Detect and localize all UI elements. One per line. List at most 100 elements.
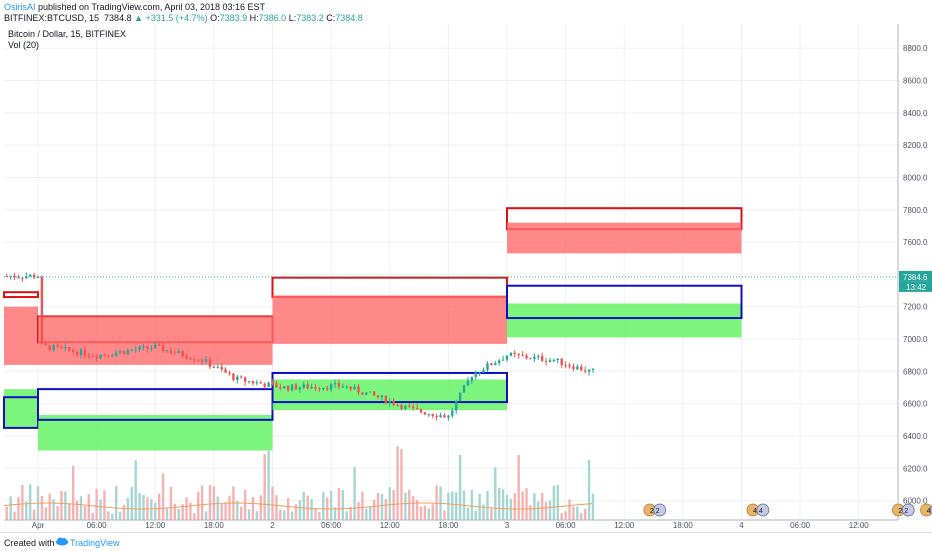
volume-bar <box>204 511 208 520</box>
volume-bar <box>576 506 579 520</box>
candle-body <box>341 386 345 388</box>
volume-bar <box>243 489 247 520</box>
publisher-line: OsirisAI published on TradingView.com, A… <box>4 2 265 12</box>
candle-body <box>427 414 431 416</box>
candle-body <box>243 377 247 382</box>
candle-body <box>576 366 579 370</box>
event-count: 2 2 <box>898 508 908 515</box>
candle-body <box>267 382 270 387</box>
volume-bar <box>572 506 575 520</box>
candle-body <box>560 358 563 365</box>
candle-body <box>474 372 477 377</box>
volume-bar <box>494 467 497 520</box>
created-with-text: Created with <box>4 538 55 548</box>
event-count: 2 2 <box>650 508 660 515</box>
volume-bar <box>337 487 341 520</box>
candle-body <box>251 381 255 384</box>
y-tick-label: 7800.0 <box>903 206 928 215</box>
price-chart[interactable]: 6000.0 6200.0 6400.0 6600.0 6800.0 7000.0 7200… <box>0 24 932 532</box>
x-tick-label: 18:00 <box>673 521 694 530</box>
volume-bar <box>404 492 407 520</box>
candle-body <box>353 386 356 390</box>
x-tick-label: 18:00 <box>204 521 225 530</box>
candle-body <box>322 387 325 390</box>
candle-body <box>25 276 28 279</box>
candle-body <box>259 382 262 384</box>
y-tick-label: 7200.0 <box>903 303 928 312</box>
candle-body <box>87 355 91 357</box>
candle-body <box>361 392 364 395</box>
candle-body <box>486 363 489 371</box>
tradingview-link[interactable]: TradingView <box>70 538 120 548</box>
candle-body <box>290 384 294 391</box>
candle-body <box>181 351 184 357</box>
volume-bar <box>181 504 184 520</box>
volume-bar <box>200 485 204 520</box>
candle-body <box>587 369 591 372</box>
candle-body <box>60 346 63 348</box>
candle-body <box>490 363 493 366</box>
volume-bar <box>28 484 32 520</box>
candle-body <box>435 415 438 418</box>
candle-body <box>95 356 98 359</box>
candle-body <box>423 412 427 415</box>
candle-body <box>525 355 528 359</box>
volume-bar <box>216 496 219 520</box>
candle-body <box>412 406 415 408</box>
candle-body <box>513 352 517 355</box>
volume-bar <box>408 489 411 520</box>
volume-bar <box>380 494 384 520</box>
candle-body <box>146 346 149 349</box>
chart-axes: 6000.0 6200.0 6400.0 6600.0 6800.0 7000.0 7200… <box>4 24 932 530</box>
candle-body <box>200 360 204 362</box>
volume-bar <box>13 511 16 520</box>
high-value: 7386.0 <box>258 13 287 23</box>
volume-bar <box>161 473 165 520</box>
candle-body <box>580 366 583 371</box>
volume-bar <box>400 449 403 520</box>
volume-bar <box>376 492 380 520</box>
author-link[interactable]: OsirisAI <box>4 2 36 12</box>
candle-body <box>556 358 560 361</box>
volume-bar <box>423 505 427 520</box>
volume-bar <box>345 511 348 520</box>
x-tick-label: 18:00 <box>438 521 459 530</box>
demand-outline-zone <box>506 284 743 320</box>
volume-bar <box>435 485 438 520</box>
volume-bar <box>83 506 87 520</box>
symbol-quote-line: BITFINEX:BTCUSD, 15 7384.8 ▲ +331.5 (+4.… <box>4 13 363 23</box>
published-text: published on TradingView.com, April 03, … <box>38 2 265 12</box>
supply-demand-zones <box>3 207 743 451</box>
event-flag-icon <box>901 503 915 517</box>
candle-body <box>497 360 501 364</box>
price-candles <box>5 272 595 421</box>
volume-bar <box>251 496 255 520</box>
candle-body <box>44 343 48 346</box>
volume-bar <box>419 506 423 520</box>
candle-body <box>451 410 454 416</box>
event-count: 4 2 <box>927 508 932 515</box>
x-tick-label: 12:00 <box>380 521 401 530</box>
event-flag-icon <box>920 503 932 517</box>
volume-bar <box>240 506 243 520</box>
supply-fill-zone <box>272 295 507 344</box>
candle-body <box>161 345 165 352</box>
volume-bar <box>341 490 345 520</box>
current-price: 7384.8 <box>104 13 132 23</box>
volume-bar <box>314 507 317 520</box>
volume-bar <box>114 486 118 520</box>
volume-bar <box>505 494 509 520</box>
candle-body <box>48 345 51 351</box>
volume-bar <box>490 508 493 520</box>
candle-body <box>118 351 122 353</box>
candle-body <box>314 387 317 389</box>
candle-body <box>470 376 474 381</box>
close-label: C: <box>326 13 336 23</box>
volume-bar <box>236 500 239 520</box>
volume-bar <box>32 509 36 520</box>
candle-body <box>83 349 87 356</box>
candle-body <box>458 392 462 402</box>
volume-bar <box>267 448 270 520</box>
candle-body <box>329 384 333 390</box>
candle-body <box>494 363 497 366</box>
